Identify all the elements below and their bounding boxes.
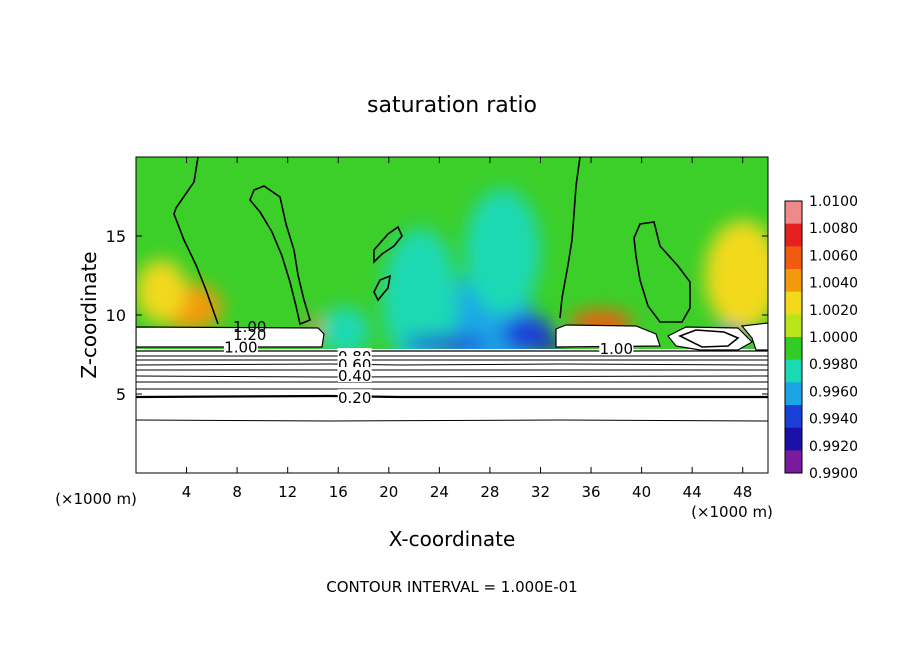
x-tick-label-8: 8: [232, 483, 242, 501]
x-unit-label-right: (×1000 m): [691, 503, 773, 521]
colorbar-label-8: 0.9940: [809, 412, 858, 428]
subsaturated-region: [136, 349, 768, 473]
colorbar-swatch-3: [785, 269, 802, 293]
field-region-2: [704, 220, 768, 331]
x-tick-label-24: 24: [430, 483, 449, 501]
field-region-11: [464, 188, 541, 315]
colorbar-label-10: 0.9900: [809, 466, 858, 482]
y-tick-label-15: 15: [106, 227, 126, 246]
field-region-7: [319, 307, 370, 355]
contour-label-1: 1.20: [233, 326, 266, 344]
x-tick-label-20: 20: [379, 483, 398, 501]
x-tick-label-36: 36: [581, 483, 600, 501]
contour-label-6: 0.20: [338, 389, 371, 407]
contour-labels: 1.001.201.000.800.600.400.201.00: [223, 318, 634, 407]
y-tick-label-10: 10: [106, 306, 126, 325]
field-region-8: [502, 315, 554, 353]
plot-area: [136, 157, 768, 473]
colorbar-label-5: 1.0000: [809, 330, 858, 346]
colorbar-swatch-10: [785, 427, 802, 451]
colorbar-label-4: 1.0020: [809, 303, 858, 319]
colorbar-label-3: 1.0040: [809, 276, 858, 292]
x-tick-label-16: 16: [329, 483, 348, 501]
colorbar-swatch-2: [785, 246, 802, 270]
colorbar-label-0: 1.0100: [809, 194, 858, 210]
cloud-layer-right-edge: [740, 322, 768, 351]
x-unit-label-left: (×1000 m): [55, 490, 137, 508]
colorbar-label-6: 0.9980: [809, 357, 858, 373]
contour-label-bg-5: [337, 367, 372, 383]
x-tick-label-48: 48: [733, 483, 752, 501]
y-tick-label-5: 5: [116, 385, 126, 404]
contours-1-00: [173, 157, 740, 348]
x-tick-label-4: 4: [182, 483, 192, 501]
cloud-layer-left: [136, 326, 325, 348]
colorbar-swatch-5: [785, 314, 802, 338]
x-tick-label-32: 32: [531, 483, 550, 501]
x-tick-label-28: 28: [480, 483, 499, 501]
colorbar-swatch-6: [785, 337, 802, 361]
colorbar-swatch-8: [785, 382, 802, 406]
colorbar-swatch-1: [785, 223, 802, 247]
isolines-subsaturated: [136, 350, 768, 422]
field-region-6: [382, 228, 459, 371]
colorbar-label-2: 1.0060: [809, 248, 858, 264]
x-axis: 4 8 12 16 20 24 28 32 36 40 44 48: [182, 157, 752, 501]
contour-label-bg-7: [599, 340, 634, 356]
colorbar-label-7: 0.9960: [809, 384, 858, 400]
y-axis: 5 10 15: [106, 227, 768, 404]
contour-label-bg-0: [223, 338, 258, 354]
colorbar-swatch-9: [785, 405, 802, 429]
contour-label-2: 1.00: [233, 318, 266, 336]
contour-label-7: 1.00: [600, 340, 633, 358]
contour-interval-note: CONTOUR INTERVAL = 1.000E-01: [326, 578, 577, 596]
colorbar-swatch-0: [785, 201, 802, 225]
contour-label-0: 1.00: [224, 339, 257, 357]
field-region-1: [136, 259, 187, 323]
x-tick-label-12: 12: [278, 483, 297, 501]
contour-label-5: 0.40: [338, 367, 371, 385]
x-tick-label-44: 44: [683, 483, 702, 501]
colorbar-label-9: 0.9920: [809, 439, 858, 455]
chart-title: saturation ratio: [367, 93, 537, 118]
y-axis-label: Z-coordinate: [77, 251, 101, 378]
colorbar: 1.0100 1.0080 1.0060 1.0040 1.0020 1.0000 0.99…: [784, 194, 858, 482]
colorbar-label-1: 1.0080: [809, 221, 858, 237]
colorbar-swatch-11: [785, 450, 802, 474]
contour-label-bg-6: [337, 389, 372, 405]
colorbar-swatch-7: [785, 359, 802, 383]
x-tick-label-40: 40: [632, 483, 651, 501]
x-axis-label: X-coordinate: [389, 527, 516, 551]
colorbar-swatch-4: [785, 291, 802, 315]
cloud-layer-center: [555, 324, 661, 348]
field-region-9: [401, 335, 490, 352]
colorbar-frame: [784, 200, 803, 474]
